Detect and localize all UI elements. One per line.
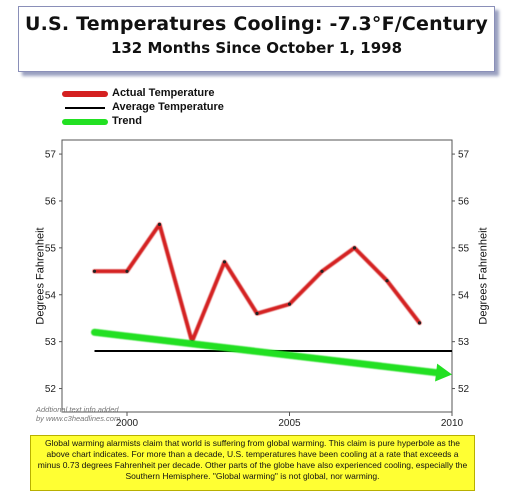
point-actual-2002: [190, 340, 194, 344]
source-note: Source of chart: U.S. National Climate D…: [238, 147, 403, 163]
source-line-2: http://www.ncdc.noaa.gov/oa/climate/rese…: [238, 156, 403, 162]
y-tick-label-left-53: 53: [45, 337, 57, 348]
y-tick-label-right-52: 52: [458, 384, 470, 395]
chart-subtitle: 132 Months Since October 1, 1998: [110, 39, 403, 57]
y-axis-label-left: Degrees Fahrenheit: [34, 227, 47, 325]
series-actual-temperature: [92, 222, 422, 344]
watermark-line-1: Addtional text info added: [36, 405, 119, 414]
y-axis-label-right: Degrees Fahrenheit: [477, 227, 490, 325]
title-box: U.S. Temperatures Cooling: -7.3°F/Centur…: [18, 6, 495, 72]
point-actual-1999: [92, 269, 97, 273]
legend-label-actual: Actual Temperature: [112, 87, 215, 99]
point-actual-2009: [417, 321, 422, 325]
plot-area: [61, 139, 453, 413]
watermark: Addtional text info added by www.c3headl…: [36, 405, 120, 423]
series-trend: [91, 328, 440, 377]
plot-frame: [61, 139, 453, 413]
point-actual-2000: [125, 269, 129, 273]
point-actual-2008: [385, 279, 389, 283]
y-tick-label-right-54: 54: [458, 290, 470, 301]
point-actual-2006: [320, 269, 324, 273]
footnote-box: Global warming alarmists claim that worl…: [30, 435, 475, 491]
y-tick-label-right-57: 57: [458, 150, 470, 161]
footnote-text: Global warming alarmists claim that worl…: [37, 438, 468, 481]
point-actual-2001: [157, 222, 162, 227]
legend-swatch-trend: [62, 119, 108, 125]
point-actual-2003: [222, 260, 227, 264]
series: [91, 222, 452, 382]
x-tick-label-2005: 2005: [278, 418, 301, 429]
source-line-1: Source of chart: U.S. National Climate D…: [238, 148, 374, 154]
legend-label-average: Average Temperature: [112, 101, 224, 113]
grid: [62, 140, 452, 412]
point-actual-2005: [287, 302, 292, 306]
y-tick-label-left-52: 52: [45, 384, 57, 395]
legend-label-trend: Trend: [112, 115, 142, 127]
point-actual-2004: [255, 311, 259, 316]
y-tick-label-right-53: 53: [458, 337, 470, 348]
point-actual-2007: [352, 246, 357, 250]
y-tick-label-right-56: 56: [458, 196, 470, 207]
legend-swatch-actual: [62, 91, 108, 97]
y-tick-label-left-56: 56: [45, 196, 57, 207]
x-tick-label-2010: 2010: [441, 418, 464, 429]
trend-arrowhead: [435, 363, 452, 382]
chart-title: U.S. Temperatures Cooling: -7.3°F/Centur…: [24, 13, 489, 35]
watermark-line-2: by www.c3headlines.com: [36, 414, 121, 423]
y-tick-label-right-55: 55: [458, 243, 470, 254]
legend-swatch-average: [65, 107, 105, 109]
y-tick-label-left-57: 57: [45, 150, 57, 161]
